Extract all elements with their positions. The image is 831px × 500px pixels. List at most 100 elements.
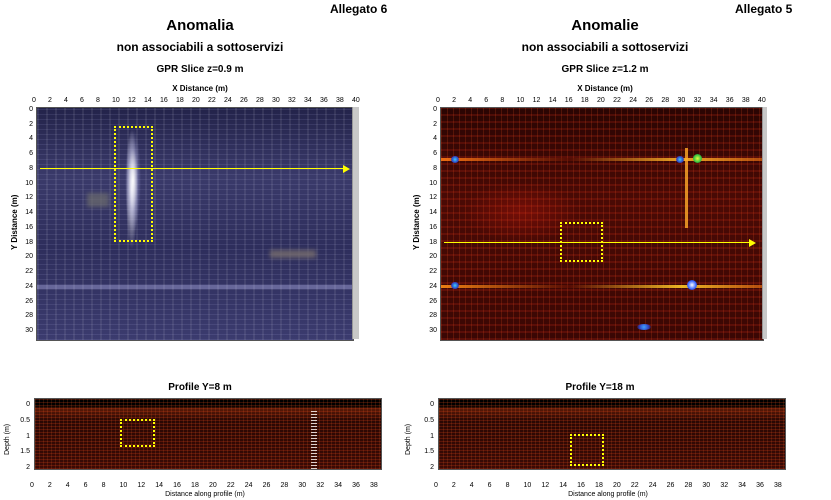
y-tick-label: 2	[430, 464, 434, 471]
x-tick-label: 28	[256, 97, 264, 104]
left-x-axis-title: X Distance (m)	[172, 84, 228, 93]
y-tick-label: 18	[429, 238, 437, 246]
right-x-axis-title: X Distance (m)	[577, 84, 633, 93]
y-tick-label: 8	[29, 164, 33, 172]
x-tick-label: 20	[612, 482, 621, 489]
left-map-scrollbar[interactable]	[352, 107, 359, 339]
left-subtitle: non associabili a sottoservizi	[116, 40, 284, 54]
right-hotspot	[451, 156, 459, 163]
left-profile-x-title: Distance along profile (m)	[165, 491, 245, 498]
x-tick-label: 28	[661, 97, 670, 104]
x-tick-label: 38	[741, 97, 750, 104]
x-tick-label: 36	[352, 482, 360, 489]
left-profile-y-title: Depth (m)	[4, 423, 11, 455]
y-tick-label: 0	[26, 401, 30, 408]
allegato-right: Allegato 5	[735, 2, 793, 16]
y-tick-label: 0	[29, 106, 33, 113]
right-hotspot	[676, 156, 684, 163]
y-tick-label: 24	[25, 282, 33, 290]
right-map-scrollbar[interactable]	[762, 107, 767, 339]
x-tick-label: 32	[316, 482, 325, 489]
y-tick-label: 2	[433, 120, 437, 128]
x-tick-label: 16	[173, 482, 181, 489]
x-tick-label: 4	[468, 97, 473, 104]
left-profile-line	[40, 168, 343, 169]
y-tick-label: 12	[25, 194, 33, 202]
x-tick-label: 6	[80, 97, 84, 104]
y-tick-label: 18	[25, 238, 33, 246]
right-hotspot	[637, 324, 651, 330]
right-profile-radargram	[438, 398, 786, 470]
x-tick-label: 24	[629, 97, 637, 104]
right-band-y8	[441, 158, 763, 161]
y-tick-label: 0	[430, 401, 434, 408]
y-tick-label: 24	[429, 282, 437, 290]
x-tick-label: 12	[532, 97, 541, 104]
x-tick-label: 26	[262, 482, 271, 489]
x-tick-label: 12	[541, 482, 550, 489]
x-tick-label: 20	[597, 97, 605, 104]
y-tick-label: 2	[29, 120, 33, 128]
y-tick-label: 14	[429, 209, 437, 217]
x-tick-label: 8	[96, 97, 100, 104]
x-tick-label: 18	[191, 482, 199, 489]
x-tick-label: 4	[469, 482, 474, 489]
x-tick-label: 26	[240, 97, 248, 104]
y-tick-label: 16	[25, 223, 33, 231]
x-tick-label: 2	[47, 482, 52, 489]
y-tick-label: 0.5	[20, 416, 30, 424]
x-tick-label: 10	[516, 97, 525, 104]
y-tick-label: 22	[25, 268, 33, 276]
x-tick-label: 22	[613, 97, 621, 104]
x-tick-label: 32	[693, 97, 702, 104]
left-slice-map	[36, 107, 354, 341]
right-hotspot	[687, 280, 697, 290]
x-tick-label: 24	[648, 482, 657, 489]
x-tick-label: 16	[577, 482, 585, 489]
x-tick-label: 26	[645, 97, 654, 104]
x-tick-label: 38	[370, 482, 378, 489]
x-tick-label: 34	[709, 97, 718, 104]
allegato-left: Allegato 6	[330, 2, 388, 16]
left-grey-patch	[87, 193, 109, 207]
x-tick-label: 0	[436, 97, 440, 104]
x-tick-label: 38	[336, 97, 344, 104]
y-tick-label: 30	[429, 327, 437, 334]
x-tick-label: 24	[224, 97, 232, 104]
y-tick-label: 0	[433, 106, 437, 113]
right-title: Anomalie	[571, 17, 639, 34]
x-tick-label: 12	[137, 482, 146, 489]
x-tick-label: 18	[176, 97, 184, 104]
x-tick-label: 20	[192, 97, 200, 104]
x-tick-label: 30	[677, 97, 686, 104]
right-profile-y-title: Depth (m)	[405, 423, 412, 455]
left-profile-bright-column	[311, 411, 317, 469]
x-tick-label: 30	[702, 482, 711, 489]
y-tick-label: 4	[29, 135, 33, 143]
left-profile-arrow	[343, 165, 350, 173]
x-tick-label: 2	[48, 97, 52, 104]
left-profile-title: Profile Y=8 m	[168, 382, 232, 393]
x-tick-label: 2	[451, 482, 456, 489]
x-tick-label: 18	[595, 482, 603, 489]
x-tick-label: 14	[559, 482, 568, 489]
right-profile-arrow	[749, 239, 756, 247]
y-tick-label: 10	[25, 179, 33, 187]
x-tick-label: 30	[298, 482, 307, 489]
right-y-axis-title: Y Distance (m)	[412, 194, 421, 250]
y-tick-label: 8	[433, 164, 437, 172]
y-tick-label: 1	[26, 432, 30, 440]
right-hotspot	[451, 282, 459, 289]
y-tick-label: 12	[429, 194, 437, 202]
x-tick-label: 22	[208, 97, 216, 104]
left-grey-band	[270, 250, 316, 258]
left-anomaly-box	[114, 126, 153, 242]
x-tick-label: 18	[580, 97, 589, 104]
x-tick-label: 14	[155, 482, 164, 489]
right-band-y24	[441, 285, 763, 288]
right-slice-title: GPR Slice z=1.2 m	[561, 64, 649, 75]
x-tick-label: 8	[500, 97, 505, 104]
y-tick-label: 4	[433, 135, 437, 143]
right-vertical-feature	[685, 148, 688, 228]
y-tick-label: 30	[25, 327, 33, 334]
